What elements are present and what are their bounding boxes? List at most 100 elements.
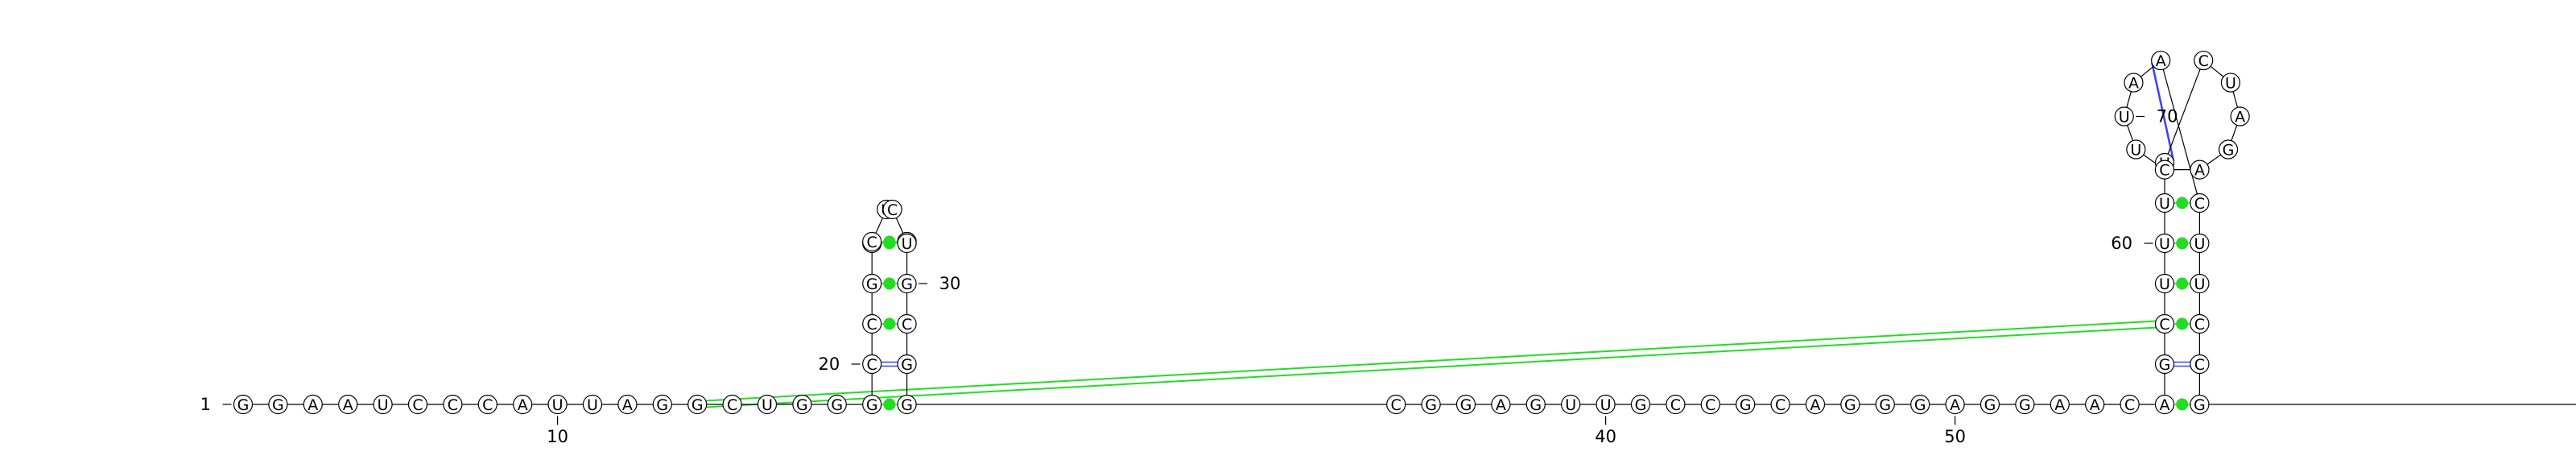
nucleotide: C [2190, 315, 2209, 334]
nucleotide-letter: C [1670, 396, 1681, 414]
backbone-segment [896, 218, 903, 233]
nucleotide-letter: A [622, 396, 633, 414]
base-pair [881, 318, 898, 329]
nucleotide: A [1946, 396, 1964, 415]
nucleotide: A [1806, 396, 1825, 415]
noncanonical-pair-dot [884, 236, 895, 247]
nucleotide-letter: A [1950, 396, 1960, 414]
nucleotide: U [548, 396, 567, 415]
nucleotide-letter: G [2194, 396, 2206, 414]
nucleotide-letter: G [866, 396, 878, 414]
nucleotide-letter: A [2054, 396, 2065, 414]
nucleotide: U [1562, 396, 1580, 415]
nucleotide: A [303, 396, 322, 415]
nucleotide-letter: U [2130, 142, 2141, 160]
nucleotide: C [2156, 315, 2174, 334]
nucleotide: C [2190, 355, 2209, 375]
nucleotide-letter: U [2194, 276, 2205, 293]
nucleotide-letter: C [867, 316, 877, 334]
nucleotide-letter: C [2124, 396, 2135, 414]
nucleotide-letter: U [2159, 195, 2170, 213]
base-pair [881, 236, 898, 247]
nucleotide-letter: G [2159, 356, 2171, 374]
nucleotide-letter: G [2223, 142, 2235, 160]
nucleotide: A [1492, 396, 1510, 415]
backbone-segment [876, 218, 883, 233]
nucleotide: U [2127, 140, 2145, 160]
nucleotide: C [863, 315, 881, 334]
position-label-1: 1 [200, 395, 211, 414]
position-label-20: 20 [818, 354, 840, 374]
backbone-layer [253, 58, 2576, 404]
nucleotide: C [1387, 396, 1406, 415]
nucleotide-letter: U [2119, 109, 2130, 126]
nucleotide: G [863, 396, 881, 415]
nucleotide: G [1736, 396, 1755, 415]
nucleotide: C [883, 201, 902, 220]
base-pair [2174, 238, 2190, 249]
nucleotide-letter: G [237, 396, 250, 414]
nucleotide-letter: G [2019, 396, 2031, 414]
position-label-10: 10 [547, 427, 568, 446]
nucleotide: G [1422, 396, 1440, 415]
nucleotide-letter: G [1425, 396, 1437, 414]
nucleotide: G [793, 396, 811, 415]
nucleotide-letter: A [2194, 162, 2205, 180]
nucleotide-letter: C [867, 234, 877, 251]
noncanonical-pair-dot [2177, 399, 2188, 410]
nucleotide-letter: G [272, 396, 284, 414]
noncanonical-pair-dot [884, 399, 895, 410]
nucleotide-letter: A [1810, 396, 1821, 414]
nucleotide: G [269, 396, 287, 415]
nucleotide: C [1666, 396, 1685, 415]
nucleotide: G [1841, 396, 1860, 415]
backbone-segment [2128, 125, 2133, 140]
nucleotide: G [898, 396, 916, 415]
nucleotide: A [339, 396, 357, 415]
backbone-segment [2140, 66, 2153, 77]
nucleotide-letter: G [1984, 396, 1996, 414]
nucleotide-letter: U [2194, 235, 2205, 253]
nucleotide: G [1632, 396, 1650, 415]
nucleotide: C [863, 233, 881, 252]
position-label-30: 30 [939, 274, 961, 293]
nucleotide-letter: G [866, 276, 878, 293]
backbone-segment [2211, 66, 2223, 77]
nucleotide-letter: U [1565, 396, 1576, 414]
nucleotide: G [2190, 396, 2209, 415]
backbone-segment [2207, 155, 2221, 164]
nucleotide-letter: A [2128, 75, 2139, 93]
position-label-60: 60 [2111, 234, 2132, 253]
backbone-segment [2233, 92, 2238, 108]
nucleotide: G [1457, 396, 1476, 415]
nucleotide-letter: C [2198, 52, 2209, 70]
position-label-40: 40 [1595, 427, 1616, 446]
nucleotide: C [898, 315, 916, 334]
nucleotide-letter: A [2090, 396, 2100, 414]
base-pair [2174, 363, 2190, 367]
noncanonical-pair-dot [884, 318, 895, 329]
nucleotide-letter: C [1775, 396, 1785, 414]
nucleotide-letter: U [378, 396, 389, 414]
pseudoknot-line [697, 321, 2165, 401]
base-pair [2174, 399, 2190, 410]
nucleotide: U [584, 396, 602, 415]
nucleotide-letter: C [482, 396, 493, 414]
nucleotide-letter: C [727, 396, 737, 414]
nucleotide-letter: G [901, 276, 913, 293]
nucleotide: U [2221, 73, 2240, 93]
nucleotide: G [234, 396, 253, 415]
nucleotide: G [2016, 396, 2034, 415]
nucleotide: A [2050, 396, 2069, 415]
nucleotide-letter: A [2235, 109, 2245, 126]
nucleotide-letter: G [1844, 396, 1856, 414]
nucleotide-letter: U [902, 235, 913, 253]
nucleotide: U [374, 396, 392, 415]
nucleotide-letter: A [2156, 52, 2166, 70]
nucleotide-letter: C [2159, 162, 2169, 180]
nucleotide-letter: G [901, 356, 913, 374]
nucleotide: G [898, 275, 916, 294]
nucleotide: A [2156, 396, 2174, 415]
nucleotide-letter: G [1460, 396, 1472, 414]
nucleotide: G [828, 396, 846, 415]
